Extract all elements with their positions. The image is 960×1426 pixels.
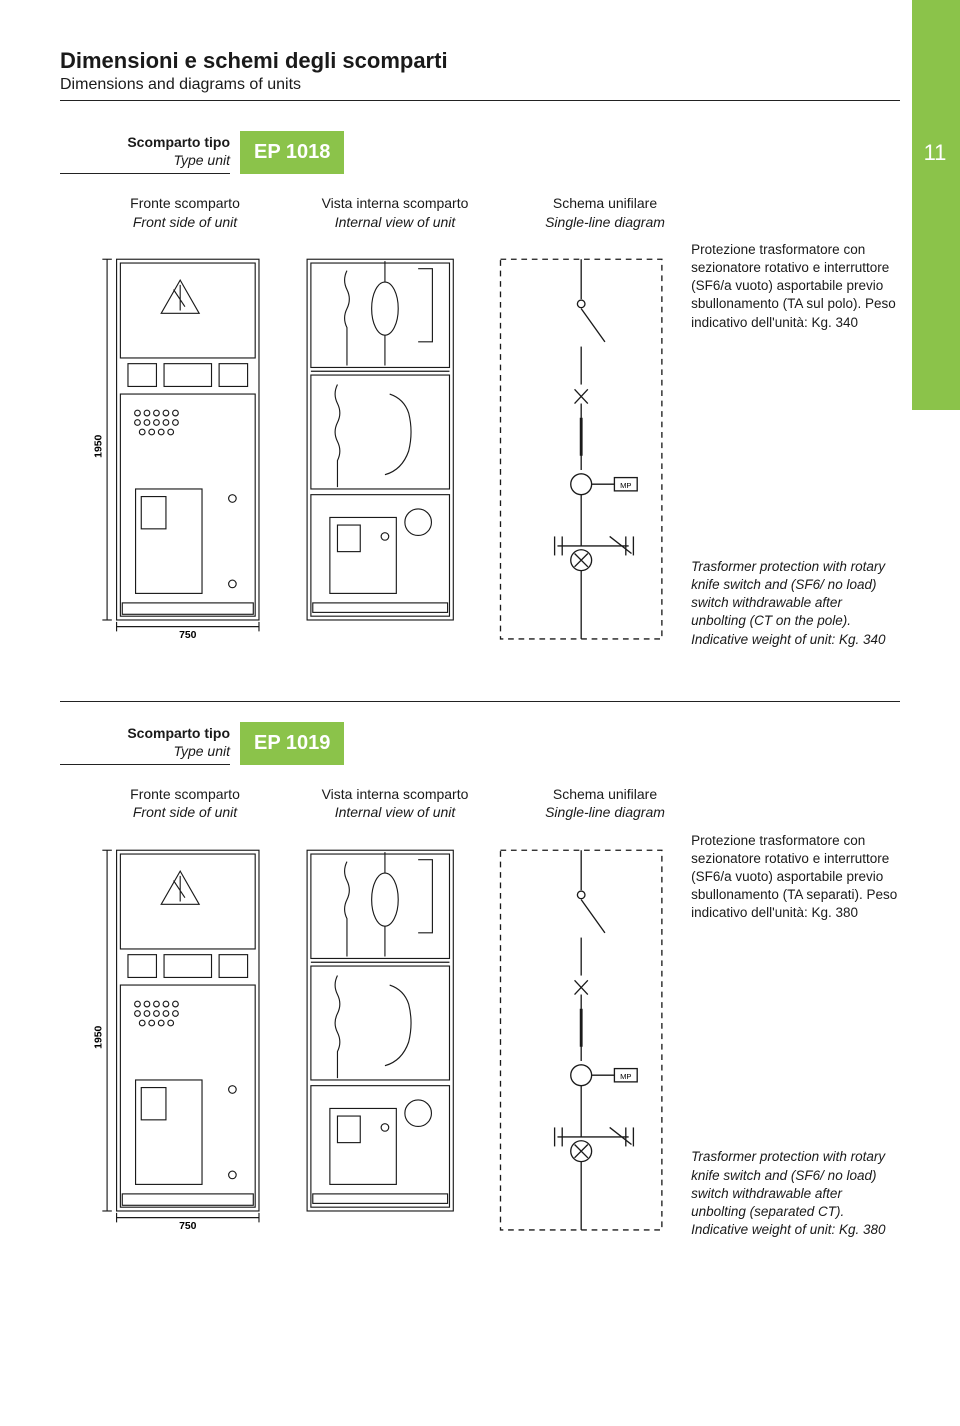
svg-text:1950: 1950 [93, 434, 104, 457]
section-divider [60, 701, 900, 702]
col1-header: Fronte scomparto Front side of unit [90, 785, 280, 821]
col3-header: Schema unifilare Single-line diagram [510, 194, 700, 230]
page-title: Dimensioni e schemi degli scomparti [60, 48, 900, 74]
col3-header: Schema unifilare Single-line diagram [510, 785, 700, 821]
col1-header: Fronte scomparto Front side of unit [90, 194, 280, 230]
type-label-it: Scomparto tipo [60, 133, 230, 151]
title-rule [60, 100, 900, 101]
section-ep1019: Scomparto tipo Type unit EP 1019 Fronte … [0, 722, 960, 1272]
type-labels: Scomparto tipo Type unit [60, 722, 230, 765]
description-column: Protezione trasformatore con sezionatore… [691, 241, 900, 661]
type-row: Scomparto tipo Type unit EP 1018 [60, 131, 900, 174]
page-subtitle: Dimensions and diagrams of units [60, 76, 900, 94]
svg-text:MP: MP [620, 1072, 631, 1081]
svg-text:MP: MP [620, 481, 631, 490]
columns-header: Fronte scomparto Front side of unit Vist… [90, 785, 900, 821]
description-column: Protezione trasformatore con sezionatore… [691, 832, 900, 1252]
side-tab [912, 0, 960, 410]
type-label-en: Type unit [60, 742, 230, 760]
single-line-diagram: MP [491, 832, 671, 1252]
type-labels: Scomparto tipo Type unit [60, 131, 230, 174]
page-number: 11 [920, 140, 950, 166]
internal-view-drawing [290, 241, 470, 661]
type-badge: EP 1018 [240, 131, 344, 174]
section-ep1018: Scomparto tipo Type unit EP 1018 Fronte … [0, 131, 960, 681]
front-view-drawing: 1950 750 [90, 241, 270, 661]
type-label-en: Type unit [60, 151, 230, 169]
col2-header: Vista interna scomparto Internal view of… [300, 194, 490, 230]
svg-text:1950: 1950 [93, 1025, 104, 1048]
desc-it: Protezione trasformatore con sezionatore… [691, 832, 900, 923]
content-row: 1950 750 [90, 241, 900, 661]
type-badge: EP 1019 [240, 722, 344, 765]
content-row: 1950 750 [90, 832, 900, 1252]
front-view-drawing: 1950 750 [90, 832, 270, 1252]
internal-view-drawing [290, 832, 470, 1252]
type-row: Scomparto tipo Type unit EP 1019 [60, 722, 900, 765]
svg-text:750: 750 [179, 1221, 197, 1232]
desc-it: Protezione trasformatore con sezionatore… [691, 241, 900, 332]
col2-header: Vista interna scomparto Internal view of… [300, 785, 490, 821]
type-label-it: Scomparto tipo [60, 724, 230, 742]
desc-en: Trasformer protection with rotary knife … [691, 1148, 900, 1239]
single-line-diagram: MP [491, 241, 671, 661]
columns-header: Fronte scomparto Front side of unit Vist… [90, 194, 900, 230]
page-header: Dimensioni e schemi degli scomparti Dime… [0, 0, 960, 101]
svg-text:750: 750 [179, 630, 197, 641]
desc-en: Trasformer protection with rotary knife … [691, 558, 900, 649]
